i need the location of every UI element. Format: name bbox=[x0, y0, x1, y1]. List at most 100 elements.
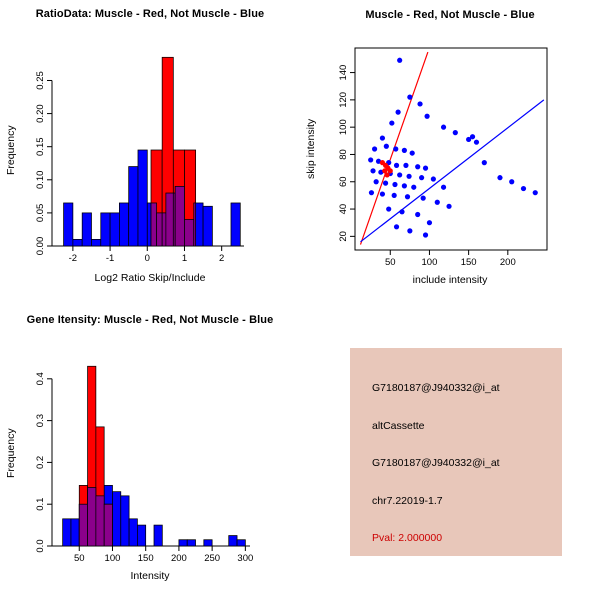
quadrant-info: G7180187@J940332@i_at altCassette G71801… bbox=[300, 300, 600, 600]
y-tick-label: 80 bbox=[338, 149, 349, 160]
x-axis-label-include-intensity: include intensity bbox=[412, 274, 488, 286]
hist-bar-not-muscle bbox=[236, 539, 246, 547]
scatter-point-not-muscle bbox=[473, 139, 480, 145]
scatter-point-not-muscle bbox=[415, 211, 421, 218]
quadrant-scatter: Muscle - Red, Not Muscle - Blue skip int… bbox=[300, 0, 600, 300]
scatter-point-not-muscle bbox=[440, 124, 447, 130]
hist-bar-not-muscle bbox=[230, 202, 241, 247]
scatter-point-not-muscle bbox=[401, 183, 407, 189]
hist-bar-overlap bbox=[193, 202, 197, 247]
x-tick-label: 1 bbox=[182, 253, 187, 264]
x-tick-label: 100 bbox=[105, 553, 121, 564]
hist-bar-overlap bbox=[78, 503, 88, 547]
scatter-point-not-muscle bbox=[395, 109, 401, 115]
scatter-point-muscle bbox=[387, 168, 393, 174]
y-tick-label: 0.05 bbox=[35, 204, 46, 223]
hist-bar-not-muscle bbox=[128, 166, 139, 247]
scatter-point-not-muscle bbox=[404, 194, 411, 200]
scatter-point-not-muscle bbox=[368, 157, 374, 163]
scatter-point-not-muscle bbox=[397, 57, 403, 63]
hist-bar-not-muscle bbox=[228, 535, 238, 547]
scatter-point-not-muscle bbox=[375, 158, 382, 164]
chart-title-ratio: RatioData: Muscle - Red, Not Muscle - Bl… bbox=[35, 8, 265, 20]
hist-bar-overlap bbox=[95, 495, 105, 547]
scatter-point-not-muscle bbox=[466, 136, 472, 143]
y-tick-label: 0.10 bbox=[35, 171, 46, 190]
chart-title-scatter: Muscle - Red, Not Muscle - Blue bbox=[365, 9, 535, 21]
scatter-point-not-muscle bbox=[379, 135, 386, 141]
scatter-point-not-muscle bbox=[389, 120, 395, 126]
hist-bar-not-muscle bbox=[81, 212, 92, 247]
scatter-point-not-muscle bbox=[370, 168, 376, 174]
event-type-line: altCassette bbox=[372, 420, 425, 432]
scatter-point-not-muscle bbox=[419, 175, 425, 181]
scatter-point-not-muscle bbox=[373, 179, 379, 185]
quadrant-gene-intensity-histogram: Gene Itensity: Muscle - Red, Not Muscle … bbox=[0, 300, 300, 600]
x-tick-label: 250 bbox=[204, 553, 220, 564]
scatter-point-not-muscle bbox=[411, 184, 417, 190]
y-tick-label: 0.1 bbox=[35, 498, 46, 511]
scatter-point-not-muscle bbox=[401, 147, 407, 153]
scatter-point-not-muscle bbox=[532, 190, 538, 196]
scatter-point-not-muscle bbox=[393, 162, 400, 168]
y-tick-label: 0.15 bbox=[35, 137, 46, 156]
hist-bar-overlap bbox=[87, 487, 97, 547]
scatter-point-not-muscle bbox=[497, 175, 503, 181]
scatter-point-not-muscle bbox=[434, 199, 440, 205]
hist-bar-not-muscle bbox=[63, 202, 74, 247]
scatter-point-muscle bbox=[382, 168, 388, 174]
hist-bar-overlap bbox=[165, 192, 174, 247]
scatter-point-not-muscle bbox=[407, 94, 413, 100]
x-tick-label: -1 bbox=[106, 253, 114, 264]
pvalue-line: Pval: 2.000000 bbox=[372, 532, 443, 544]
x-tick-label: 200 bbox=[171, 553, 187, 564]
scatter-point-not-muscle bbox=[399, 209, 405, 215]
hist-bar-overlap bbox=[161, 212, 167, 247]
scatter-point-not-muscle bbox=[426, 220, 433, 226]
scatter-point-not-muscle bbox=[415, 164, 421, 170]
y-tick-label: 0.3 bbox=[35, 414, 46, 427]
hist-bar-overlap bbox=[156, 212, 163, 247]
y-tick-label: 120 bbox=[338, 92, 349, 108]
scatter-point-not-muscle bbox=[407, 228, 413, 234]
hist-bar-not-muscle bbox=[72, 239, 83, 247]
scatter-point-not-muscle bbox=[446, 203, 452, 209]
scatter-point-not-muscle bbox=[452, 130, 458, 136]
scatter-point-not-muscle bbox=[509, 179, 515, 185]
scatter-point-not-muscle bbox=[383, 143, 389, 149]
hist-bar-not-muscle bbox=[178, 539, 188, 547]
scatter-point-not-muscle bbox=[417, 101, 423, 107]
scatter-point-muscle bbox=[384, 172, 390, 178]
hist-bar-not-muscle bbox=[137, 524, 147, 547]
quadrant-ratio-histogram: RatioData: Muscle - Red, Not Muscle - Bl… bbox=[0, 0, 300, 300]
scatter-point-not-muscle bbox=[430, 176, 436, 182]
chart-title-gene-intensity: Gene Itensity: Muscle - Red, Not Muscle … bbox=[26, 314, 274, 326]
x-tick-label: 0 bbox=[145, 253, 150, 264]
scatter-point-not-muscle bbox=[420, 195, 426, 201]
scatter-point-not-muscle bbox=[469, 134, 476, 140]
hist-bar-not-muscle bbox=[202, 205, 213, 247]
scatter-point-not-muscle bbox=[393, 224, 400, 230]
scatter-point-not-muscle bbox=[386, 206, 392, 212]
plot-box bbox=[354, 47, 548, 251]
y-tick-label: 20 bbox=[338, 231, 349, 242]
hist-bar-overlap bbox=[103, 503, 113, 547]
x-tick-label: 150 bbox=[138, 553, 154, 564]
probe-id-line: G7180187@J940332@i_at bbox=[372, 382, 500, 394]
scatter-point-not-muscle bbox=[368, 190, 375, 196]
x-tick-label: 2 bbox=[219, 253, 224, 264]
y-tick-label: 40 bbox=[338, 204, 349, 215]
y-tick-label: 0.20 bbox=[35, 104, 46, 123]
x-tick-label: 50 bbox=[385, 257, 396, 268]
hist-bar-not-muscle bbox=[137, 149, 148, 247]
hist-bar-not-muscle bbox=[186, 539, 196, 547]
y-tick-label: 60 bbox=[338, 176, 349, 187]
hist-bar-not-muscle bbox=[100, 212, 111, 247]
y-tick-label: 0.00 bbox=[35, 237, 46, 256]
x-tick-label: 50 bbox=[74, 553, 85, 564]
y-tick-label: 0.2 bbox=[35, 456, 46, 469]
hist-bar-not-muscle bbox=[128, 518, 138, 547]
hist-bar-overlap bbox=[174, 186, 185, 247]
scatter-point-not-muscle bbox=[378, 169, 384, 175]
scatter-point-not-muscle bbox=[409, 150, 415, 156]
